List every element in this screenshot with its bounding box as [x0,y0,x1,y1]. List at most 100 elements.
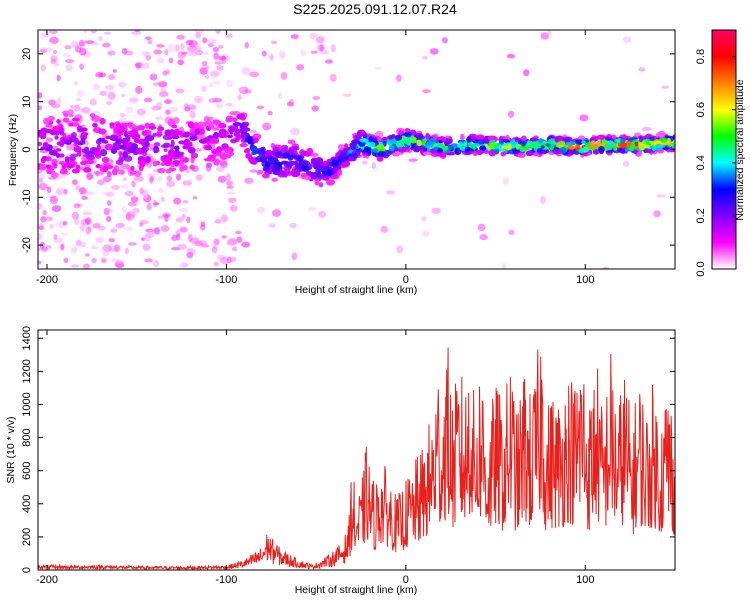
heatmap-cell [507,143,513,151]
heatmap-cell [96,144,101,152]
heatmap-cell [383,150,393,154]
heatmap-cell [180,42,185,51]
heatmap-cell [181,213,186,219]
heatmap-cell [215,166,225,172]
heatmap-cell [116,129,125,134]
heatmap-cell [102,251,110,256]
heatmap-cell [332,167,338,175]
heatmap-cell [109,122,116,127]
heatmap-cell [183,143,190,150]
heatmap-cell [123,125,128,132]
heatmap-cell [412,145,421,153]
heatmap-cell [71,168,80,174]
heatmap-cell [239,123,246,130]
heatmap-cell [169,167,177,172]
heatmap-cell [324,59,333,64]
heatmap-cell [144,137,150,143]
heatmap-cell [81,195,88,200]
colorbar-gradient [711,29,737,270]
heatmap-cell [111,258,119,263]
heatmap-cell [194,30,204,34]
heatmap-cell [95,236,104,244]
heatmap-cell [139,187,144,195]
heatmap-cell [218,55,227,61]
heatmap-cell [156,130,163,137]
heatmap-cell [170,144,175,150]
heatmap-cell [80,160,87,166]
heatmap-cell [212,132,219,139]
heatmap-cell [168,118,175,122]
heatmap-cell [431,207,441,214]
heatmap-cell [226,191,235,195]
heatmap-cell [283,165,288,171]
heatmap-cell [280,71,288,80]
heatmap-cell [162,158,172,165]
heatmap-cell [661,85,670,89]
heatmap-cell [212,46,220,52]
heatmap-cell [657,130,666,138]
heatmap-cell [368,136,373,143]
heatmap-cell [638,143,646,151]
heatmap-cell [289,127,300,136]
heatmap-cell [421,230,430,237]
heatmap-cell [273,166,279,173]
heatmap-cell [164,99,172,105]
heatmap-cell [456,148,462,154]
heatmap-cell [605,136,613,141]
heatmap-cell [655,143,663,151]
heatmap-cell [602,266,610,269]
heatmap-cell [477,223,486,232]
heatmap-cell [237,94,242,101]
heatmap-cell [206,154,216,162]
heatmap-cell [84,40,95,44]
heatmap-cell [314,178,320,184]
heatmap-cell [85,226,92,235]
heatmap-cell [194,128,201,135]
heatmap-cell [262,122,272,131]
heatmap-cell [130,196,139,203]
heatmap-cell [630,143,636,150]
heatmap-cell [154,116,164,120]
heatmap-cell [377,150,387,157]
heatmap-cell [546,30,552,37]
heatmap-cell [71,122,80,127]
heatmap-cell [256,105,265,110]
snr-panel: -200 -100 0 100 0 200 400 600 800 1000 1200 1400 H… [5,326,676,596]
heatmap-cell [113,244,121,252]
heatmap-cell [187,147,196,154]
heatmap-cell [110,185,121,190]
heatmap-cell [398,139,407,144]
heatmap-cell [306,170,312,176]
heatmap-cell [233,128,240,132]
heatmap-cell [64,59,75,64]
heatmap-cell [193,141,201,147]
spectrogram-x-axis: -200 -100 0 100 [36,30,594,286]
heatmap-cell [214,219,222,224]
x-tick-label: -100 [215,574,237,586]
heatmap-cell [579,114,589,122]
heatmap-cell [98,35,103,42]
heatmap-cell [38,177,43,184]
x-tick-label: 0 [403,274,409,286]
heatmap-cell [208,124,214,129]
heatmap-cell [46,186,52,194]
heatmap-cell [350,153,359,159]
heatmap-cell [287,161,297,166]
heatmap-cell [166,175,173,182]
heatmap-cell [512,149,520,154]
heatmap-cell [62,53,71,58]
x-tick-label: 0 [403,574,409,586]
heatmap-cell [442,147,447,152]
heatmap-cell [158,81,168,88]
heatmap-cell [189,135,198,141]
heatmap-cell [82,263,91,269]
heatmap-cell [156,176,163,182]
heatmap-cell [229,205,238,212]
heatmap-cell [214,61,224,65]
heatmap-cell [219,160,228,168]
heatmap-cell [623,36,632,44]
heatmap-cell [97,225,106,231]
heatmap-cell [45,124,54,128]
heatmap-cell [63,188,68,195]
heatmap-cell [224,154,232,159]
